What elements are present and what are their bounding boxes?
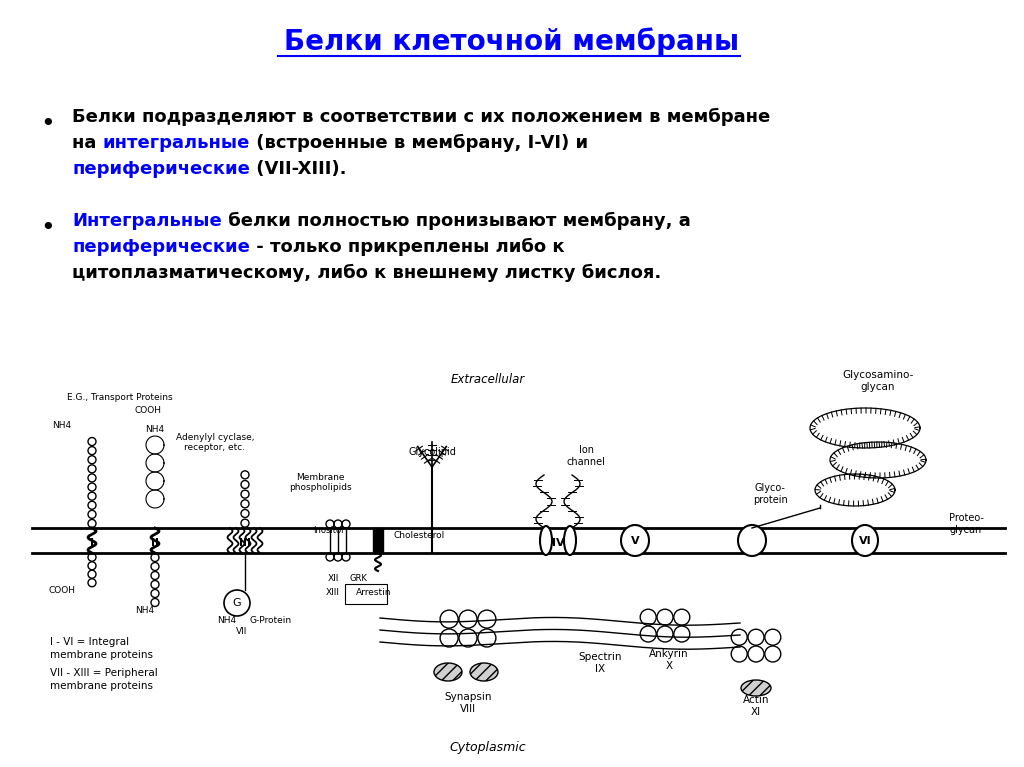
Text: Cholesterol: Cholesterol	[393, 531, 444, 540]
Text: Membrane
phospholipids: Membrane phospholipids	[289, 472, 351, 492]
Text: GRK: GRK	[349, 574, 367, 583]
Text: Ion
channel: Ion channel	[566, 446, 605, 467]
Ellipse shape	[738, 525, 766, 556]
Text: XII: XII	[328, 574, 339, 583]
Text: белки полностью пронизывают мембрану, а: белки полностью пронизывают мембрану, а	[222, 212, 690, 230]
Text: Proteo-
glycan: Proteo- glycan	[948, 513, 983, 535]
Ellipse shape	[564, 526, 575, 555]
Text: цитоплазматическому, либо к внешнему листку бислоя.: цитоплазматическому, либо к внешнему лис…	[72, 264, 662, 282]
Text: интегральные: интегральные	[102, 134, 250, 152]
Text: membrane proteins: membrane proteins	[50, 681, 153, 691]
Text: II: II	[151, 538, 159, 548]
Text: I - VI = Integral: I - VI = Integral	[50, 637, 129, 647]
Text: III: III	[239, 538, 251, 548]
Text: NH4: NH4	[52, 421, 72, 430]
Text: E.G., Transport Proteins: E.G., Transport Proteins	[68, 393, 173, 402]
Text: IV: IV	[552, 538, 564, 548]
Text: Ankyrin: Ankyrin	[649, 649, 689, 659]
Text: IX: IX	[595, 664, 605, 674]
Ellipse shape	[540, 526, 552, 555]
Text: на: на	[72, 134, 102, 152]
Text: COOH: COOH	[48, 586, 76, 595]
Text: Белки подразделяют в соответствии с их положением в мембране: Белки подразделяют в соответствии с их п…	[72, 108, 770, 126]
Text: Inositol: Inositol	[312, 526, 343, 535]
Text: COOH: COOH	[134, 406, 162, 415]
Text: •: •	[41, 112, 55, 136]
Text: I: I	[90, 538, 94, 548]
Text: Glycolipid: Glycolipid	[408, 447, 456, 457]
Ellipse shape	[852, 525, 878, 556]
Text: - только прикреплены либо к: - только прикреплены либо к	[250, 238, 564, 256]
Text: Spectrin: Spectrin	[579, 652, 622, 662]
Text: G-Protein: G-Protein	[250, 616, 292, 625]
Text: V: V	[631, 535, 639, 545]
Ellipse shape	[621, 525, 649, 556]
Text: (встроенные в мембрану, I-VI) и: (встроенные в мембрану, I-VI) и	[250, 134, 588, 152]
Text: (VII-XIII).: (VII-XIII).	[250, 160, 346, 178]
Ellipse shape	[741, 680, 771, 696]
Text: VII - XIII = Peripheral: VII - XIII = Peripheral	[50, 668, 158, 678]
Text: Arrestin: Arrestin	[356, 588, 391, 597]
Text: NH4: NH4	[217, 616, 237, 625]
Text: VII: VII	[237, 627, 248, 636]
Text: X: X	[666, 661, 673, 671]
Text: •: •	[41, 216, 55, 240]
Text: Интегральные: Интегральные	[72, 212, 222, 230]
Ellipse shape	[470, 663, 498, 681]
Text: Synapsin: Synapsin	[444, 692, 492, 702]
Text: VIII: VIII	[460, 704, 476, 714]
Text: Extracellular: Extracellular	[451, 373, 525, 386]
Text: XI: XI	[751, 707, 761, 717]
Text: XIII: XIII	[326, 588, 340, 597]
Text: периферические: периферические	[72, 238, 250, 256]
Text: NH4: NH4	[135, 606, 155, 615]
Text: NH4: NH4	[145, 425, 165, 434]
Text: Adenylyl cyclase,
receptor, etc.: Adenylyl cyclase, receptor, etc.	[176, 433, 254, 452]
Text: Actin: Actin	[742, 695, 769, 705]
Text: Glycosamino-
glycan: Glycosamino- glycan	[843, 370, 913, 392]
Text: периферические: периферические	[72, 160, 250, 178]
Ellipse shape	[434, 663, 462, 681]
Text: G: G	[232, 598, 242, 608]
Text: VI: VI	[859, 535, 871, 545]
Text: membrane proteins: membrane proteins	[50, 650, 153, 660]
Text: Белки клеточной мембраны: Белки клеточной мембраны	[285, 28, 739, 56]
Text: Cytoplasmic: Cytoplasmic	[450, 741, 526, 754]
Text: Glyco-
protein: Glyco- protein	[753, 483, 787, 505]
